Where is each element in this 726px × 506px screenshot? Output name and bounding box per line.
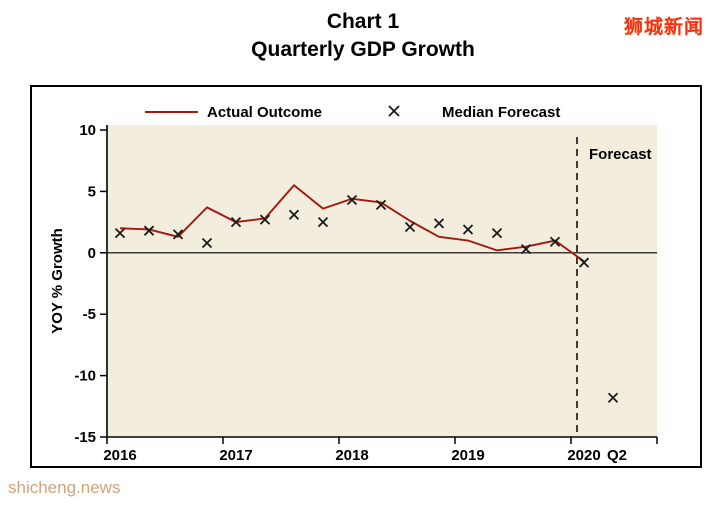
median-forecast-marker [259, 214, 271, 225]
median-forecast-marker [288, 209, 300, 220]
median-forecast-marker [491, 228, 503, 239]
median-forecast-marker [143, 225, 155, 236]
x-tick-label: 2017 [219, 447, 252, 464]
watermark-bottom-left: shicheng.news [8, 478, 121, 497]
median-forecast-marker [114, 228, 126, 239]
chart-box: Forecast 10 5 0 -5 -10 -15 2016 2017 2018 2019 2020… [30, 85, 702, 468]
x-tick-label: 2020 [567, 447, 600, 464]
x-tick-label: 2019 [451, 447, 484, 464]
median-forecast-marker [346, 194, 358, 206]
median-forecast-marker [201, 237, 213, 249]
y-tick-label: -15 [74, 429, 96, 446]
median-forecast-marker [520, 243, 532, 255]
median-forecast-marker [172, 229, 184, 240]
x-tick-label: Q2 [607, 447, 627, 464]
legend-forecast-marker [388, 105, 400, 117]
median-forecast-marker [375, 199, 387, 211]
plot-area [107, 125, 657, 437]
median-forecast-marker [462, 224, 474, 235]
legend-actual-label: Actual Outcome [207, 104, 322, 121]
forecast-label: Forecast [589, 146, 652, 163]
y-tick-label: -5 [83, 306, 96, 323]
y-axis-title: YOY % Growth [49, 228, 66, 334]
y-tick-label: -10 [74, 368, 96, 385]
x-tick-label: 2018 [335, 447, 368, 464]
median-forecast-marker [549, 236, 561, 247]
median-forecast-marker [317, 216, 329, 228]
median-forecast-marker [404, 221, 416, 233]
chart-title-line2: Quarterly GDP Growth [251, 38, 475, 62]
y-tick-label: 5 [88, 183, 96, 200]
chart-title: Chart 1 Quarterly GDP Growth [0, 8, 726, 65]
median-forecast-marker [578, 257, 590, 268]
x-tick-label: 2016 [103, 447, 136, 464]
watermark-top-right: 狮城新闻 [623, 17, 704, 38]
legend-forecast-label: Median Forecast [442, 104, 560, 121]
y-tick-label: 0 [88, 245, 96, 262]
median-forecast-marker [230, 216, 242, 228]
median-forecast-marker [433, 218, 445, 229]
y-tick-label: 10 [79, 122, 96, 139]
median-forecast-marker [607, 392, 619, 403]
gdp-growth-chart: Forecast 10 5 0 -5 -10 -15 2016 2017 2018 2019 2020… [49, 104, 658, 464]
chart-title-line1: Chart 1 [326, 10, 400, 33]
